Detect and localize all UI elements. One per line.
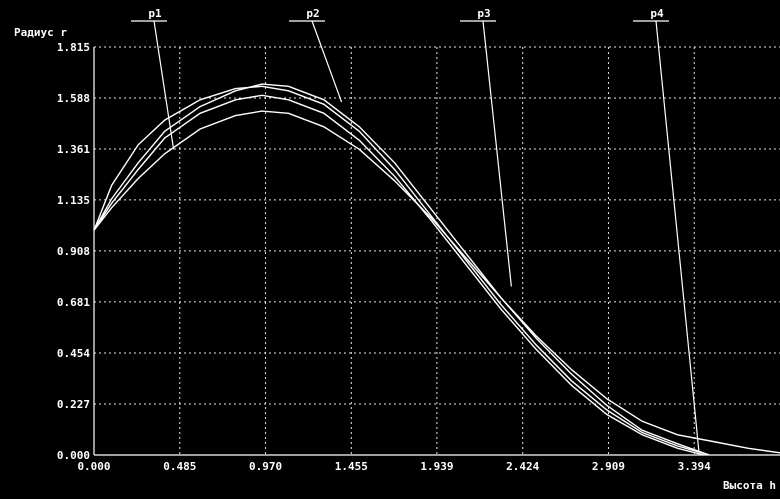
annotation-leader-p1 [153, 20, 175, 150]
y-tick-label: 0.454 [57, 347, 90, 360]
x-tick-label: 0.000 [77, 460, 110, 473]
annotation-label-p3: p3 [477, 7, 490, 20]
x-tick-label: 2.424 [506, 460, 539, 473]
annotation-label-p4: p4 [650, 7, 664, 20]
y-axis-label: Радиус r [14, 26, 67, 39]
annotation-leader-p3 [482, 20, 512, 287]
series-line-p4 [93, 110, 780, 454]
x-tick-label: 3.394 [678, 460, 711, 473]
series-line-p1 [93, 85, 710, 456]
x-tick-label: 0.970 [249, 460, 282, 473]
y-tick-label: 1.588 [57, 92, 90, 105]
x-tick-label: 1.455 [335, 460, 368, 473]
annotation-leader-p2 [311, 20, 343, 103]
annotation-label-p2: p2 [306, 7, 319, 20]
y-tick-label: 0.000 [57, 449, 90, 462]
y-tick-label: 1.815 [57, 41, 90, 54]
series-line-p2 [93, 83, 710, 456]
x-tick-label: 0.485 [163, 460, 196, 473]
y-tick-label: 1.361 [57, 143, 90, 156]
y-tick-label: 1.135 [57, 194, 90, 207]
annotation-label-p1: p1 [148, 7, 162, 20]
x-tick-label: 1.939 [420, 460, 453, 473]
series-line-p3 [93, 94, 705, 456]
y-tick-label: 0.681 [57, 296, 90, 309]
annotation-leader-p4 [655, 20, 700, 451]
x-tick-label: 2.909 [592, 460, 625, 473]
x-axis-label: Высота h [723, 479, 776, 492]
y-tick-label: 0.908 [57, 245, 90, 258]
y-tick-label: 0.227 [57, 398, 90, 411]
